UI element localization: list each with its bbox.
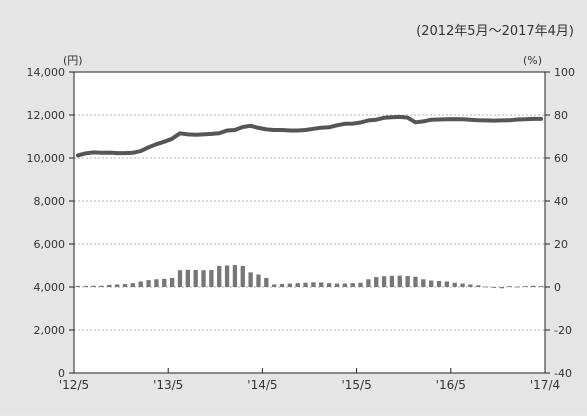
left-unit-label: (円) [63,54,83,67]
bar [178,270,182,287]
bar [413,277,417,287]
bar [476,285,480,287]
bar [445,281,449,287]
left-tick-label: 10,000 [27,152,66,165]
right-tick-label: 20 [554,238,568,251]
period-label: (2012年5月～2017年4月) [416,24,574,39]
bar [460,284,464,287]
bar [194,270,198,287]
bar [500,287,504,288]
bar [186,270,190,287]
bar [351,283,355,287]
bar [123,284,127,287]
bar [91,286,95,287]
bar [343,284,347,287]
x-tick-label: '12/5 [59,378,89,392]
bar [131,283,135,287]
bar [429,281,433,287]
bar [99,286,103,287]
bar [539,286,543,287]
bar [398,276,402,287]
x-tick-label: '17/4 [530,378,560,392]
bar [319,282,323,287]
bar [162,279,166,287]
bar [115,284,119,287]
bar [374,277,378,287]
plot-background [74,72,545,373]
right-unit-label: (%) [523,54,542,67]
right-tick-label: 40 [554,195,568,208]
bar [366,279,370,287]
bar [248,272,252,287]
bar [241,266,245,287]
bar [311,282,315,287]
bar [209,270,213,287]
bar [515,287,519,288]
bar [327,283,331,287]
bar [335,284,339,287]
x-tick-label: '16/5 [436,378,466,392]
bar [76,286,80,287]
bar [508,286,512,287]
bar [107,285,111,287]
bar [405,276,409,287]
bar [154,279,158,287]
bar [453,283,457,287]
bar [201,270,205,287]
left-tick-label: 4,000 [34,281,66,294]
bar [296,283,300,287]
left-tick-label: 6,000 [34,238,66,251]
bar [468,284,472,287]
bar [84,286,88,287]
bar [256,275,260,287]
bar [523,286,527,287]
x-tick-label: '15/5 [341,378,371,392]
bar [264,278,268,287]
right-tick-label: 60 [554,152,568,165]
right-tick-label: 0 [554,281,561,294]
bar [437,281,441,287]
bar [531,286,535,287]
bar [233,265,237,287]
bar [280,284,284,287]
bar [139,281,143,287]
bar [382,276,386,287]
right-tick-label: -20 [554,324,572,337]
left-tick-label: 14,000 [27,66,66,79]
left-tick-label: 12,000 [27,109,66,122]
bar [303,283,307,287]
bar [421,279,425,287]
bar [146,280,150,287]
bar [492,287,496,288]
right-tick-label: 100 [554,66,575,79]
bar [217,266,221,287]
right-tick-label: 80 [554,109,568,122]
bar [225,266,229,288]
left-tick-label: 2,000 [34,324,66,337]
bar [484,287,488,288]
bar [170,278,174,287]
bar [390,276,394,287]
left-tick-label: 8,000 [34,195,66,208]
x-tick-label: '14/5 [247,378,277,392]
bar [272,284,276,287]
bar [288,284,292,287]
x-tick-label: '13/5 [153,378,183,392]
bar [358,283,362,287]
